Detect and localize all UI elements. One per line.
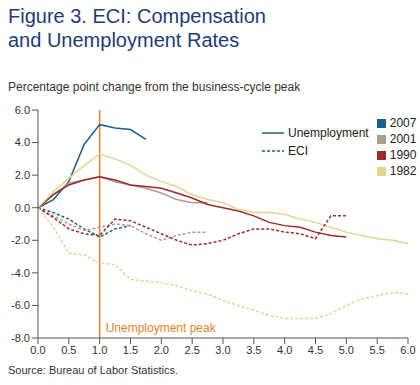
- html-text:2007: 2007: [389, 116, 417, 130]
- svg-text:3.5: 3.5: [246, 344, 261, 356]
- svg-text:-6.0: -6.0: [11, 299, 30, 311]
- svg-text:4.0: 4.0: [15, 136, 30, 148]
- svg-text:5.0: 5.0: [339, 344, 354, 356]
- html-text:Source: Bureau of Labor Statis: Source: Bureau of Labor Statistics.: [8, 364, 178, 376]
- svg-text:3.0: 3.0: [215, 344, 230, 356]
- html-text:Figure 3. ECI: Compensation an: Figure 3. ECI: Compensation and Unemploy…: [8, 5, 266, 51]
- html-text:2001: 2001: [389, 132, 417, 146]
- svg-text:-4.0: -4.0: [11, 267, 30, 279]
- svg-text:6.0: 6.0: [15, 104, 30, 116]
- html-text:ECI: ECI: [288, 144, 308, 158]
- svg-text:6.0: 6.0: [400, 344, 412, 356]
- svg-text:Unemployment peak: Unemployment peak: [106, 321, 217, 335]
- html-text:1982: 1982: [389, 164, 417, 178]
- svg-text:0.0: 0.0: [15, 202, 30, 214]
- svg-text:2.0: 2.0: [15, 169, 30, 181]
- svg-text:2.0: 2.0: [154, 344, 169, 356]
- html-text:Unemployment: Unemployment: [288, 126, 369, 140]
- html-text:1990: 1990: [389, 148, 417, 162]
- svg-text:5.5: 5.5: [370, 344, 385, 356]
- html-text:Percentage point change from t: Percentage point change from the busines…: [8, 80, 301, 94]
- svg-text:-2.0: -2.0: [11, 234, 30, 246]
- svg-text:1.5: 1.5: [123, 344, 138, 356]
- svg-text:4.5: 4.5: [308, 344, 323, 356]
- svg-text:1.0: 1.0: [92, 344, 107, 356]
- svg-text:2.5: 2.5: [185, 344, 200, 356]
- svg-text:-8.0: -8.0: [11, 332, 30, 344]
- svg-text:0.5: 0.5: [61, 344, 76, 356]
- svg-text:0.0: 0.0: [30, 344, 45, 356]
- svg-text:4.0: 4.0: [277, 344, 292, 356]
